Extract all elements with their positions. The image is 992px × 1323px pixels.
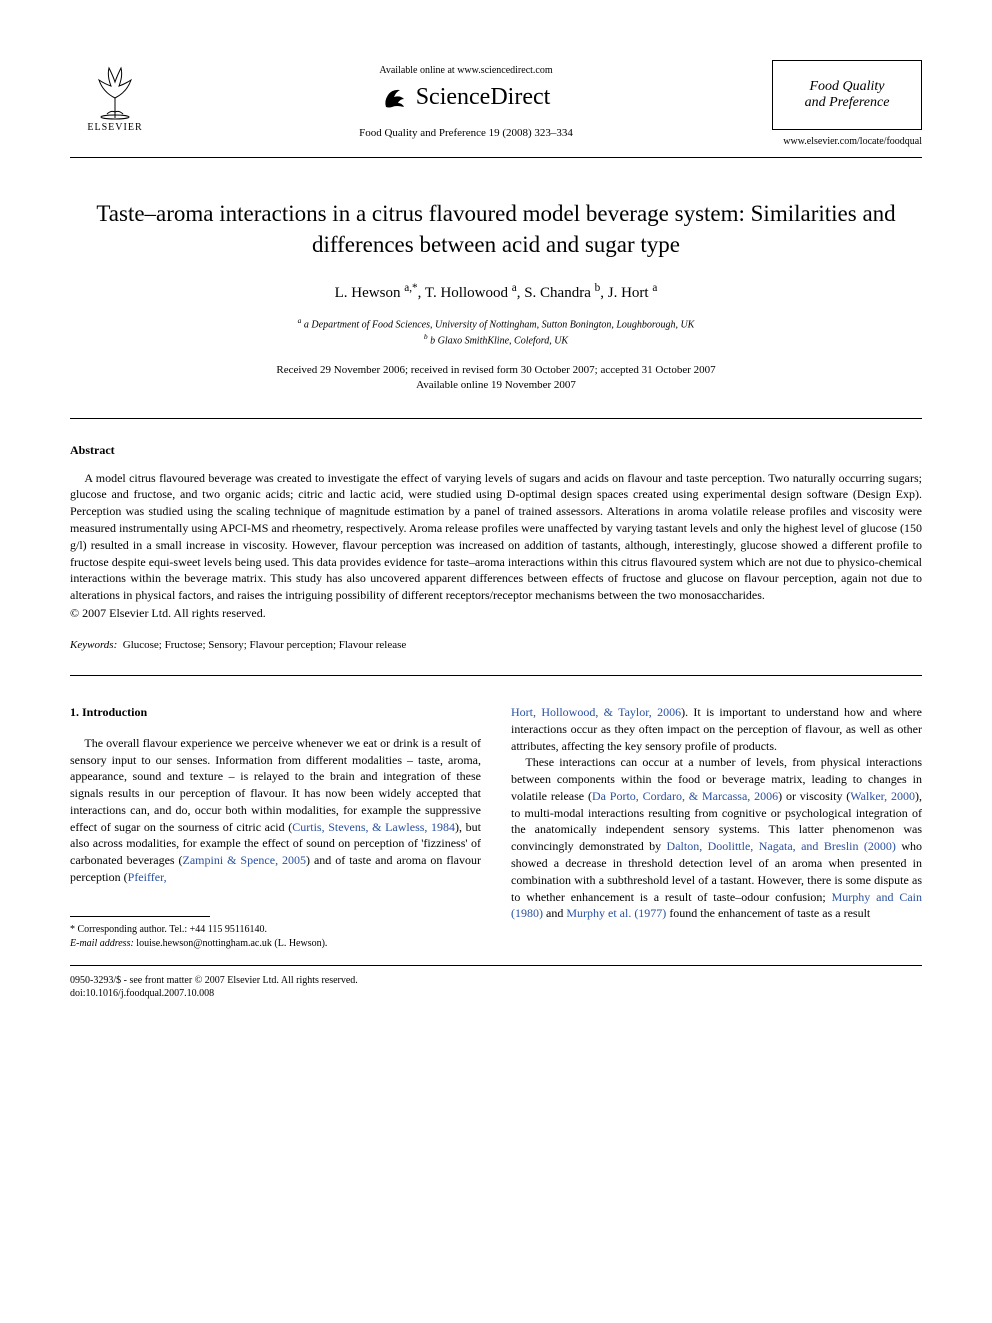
article-dates: Received 29 November 2006; received in r… xyxy=(70,363,922,394)
journal-cover-block: Food Quality and Preference www.elsevier… xyxy=(772,60,922,147)
sciencedirect-label: ScienceDirect xyxy=(416,84,551,111)
abstract-text: A model citrus flavoured beverage was cr… xyxy=(70,470,922,604)
abstract-heading: Abstract xyxy=(70,443,922,458)
author-1: L. Hewson xyxy=(335,285,401,301)
publisher-label: ELSEVIER xyxy=(87,122,142,133)
section-heading-intro: 1. Introduction xyxy=(70,704,481,721)
ref-zampini-2005[interactable]: Zampini & Spence, 2005 xyxy=(183,853,307,867)
bottom-meta: 0950-3293/$ - see front matter © 2007 El… xyxy=(70,974,922,1000)
ref-dalton-2000[interactable]: Dalton, Doolittle, Nagata, and Breslin (… xyxy=(667,839,896,853)
publisher-logo-block: ELSEVIER xyxy=(70,60,160,133)
keywords-list: Glucose; Fructose; Sensory; Flavour perc… xyxy=(123,639,407,651)
bottom-rule xyxy=(70,965,922,966)
ref-pfeiffer-2006a[interactable]: Pfeiffer, xyxy=(128,870,167,884)
footnote-rule xyxy=(70,916,210,917)
ref-curtis-1984[interactable]: Curtis, Stevens, & Lawless, 1984 xyxy=(292,820,455,834)
journal-cover-line2: and Preference xyxy=(805,95,890,111)
header-row: ELSEVIER Available online at www.science… xyxy=(70,60,922,147)
author-4: J. Hort xyxy=(608,285,649,301)
footnote-block: * Corresponding author. Tel.: +44 115 95… xyxy=(70,923,481,951)
footnote-email[interactable]: louise.hewson@nottingham.ac.uk xyxy=(136,938,272,949)
affiliation-b: b b Glaxo SmithKline, Coleford, UK xyxy=(70,332,922,348)
affiliations: a a Department of Food Sciences, Univers… xyxy=(70,316,922,349)
sciencedirect-icon xyxy=(382,85,408,111)
author-3: S. Chandra xyxy=(524,285,591,301)
footnote-email-suffix: (L. Hewson). xyxy=(274,938,327,949)
footnote-email-label: E-mail address: xyxy=(70,938,134,949)
ref-daporto-2006[interactable]: Da Porto, Cordaro, & Marcassa, 2006 xyxy=(592,789,778,803)
header-rule xyxy=(70,157,922,158)
column-left: 1. Introduction The overall flavour expe… xyxy=(70,704,481,951)
affiliation-a: a a Department of Food Sciences, Univers… xyxy=(70,316,922,332)
ref-murphy-1977[interactable]: Murphy et al. (1977) xyxy=(566,906,666,920)
keywords-label: Keywords: xyxy=(70,639,117,651)
dates-available: Available online 19 November 2007 xyxy=(70,378,922,393)
journal-url: www.elsevier.com/locate/foodqual xyxy=(772,136,922,147)
sciencedirect-row: ScienceDirect xyxy=(382,84,551,111)
authors-line: L. Hewson a,*, T. Hollowood a, S. Chandr… xyxy=(70,282,922,302)
available-online-text: Available online at www.sciencedirect.co… xyxy=(379,65,552,76)
ref-pfeiffer-2006b[interactable]: Hort, Hollowood, & Taylor, 2006 xyxy=(511,705,681,719)
intro-paragraph-1-left: The overall flavour experience we percei… xyxy=(70,735,481,886)
paper-title: Taste–aroma interactions in a citrus fla… xyxy=(70,198,922,260)
intro-paragraph-2: These interactions can occur at a number… xyxy=(511,754,922,922)
body-columns: 1. Introduction The overall flavour expe… xyxy=(70,704,922,951)
abstract-rule-bottom xyxy=(70,675,922,676)
column-right: Hort, Hollowood, & Taylor, 2006). It is … xyxy=(511,704,922,951)
journal-citation: Food Quality and Preference 19 (2008) 32… xyxy=(359,127,573,139)
author-2: T. Hollowood xyxy=(425,285,508,301)
ref-walker-2000[interactable]: Walker, 2000 xyxy=(850,789,915,803)
journal-cover-line1: Food Quality xyxy=(809,79,884,95)
elsevier-tree-icon xyxy=(85,60,145,120)
abstract-rule-top xyxy=(70,418,922,419)
intro-paragraph-1-right: Hort, Hollowood, & Taylor, 2006). It is … xyxy=(511,704,922,754)
footnote-email-line: E-mail address: louise.hewson@nottingham… xyxy=(70,937,481,951)
header-center: Available online at www.sciencedirect.co… xyxy=(160,60,772,139)
doi-line: doi:10.1016/j.foodqual.2007.10.008 xyxy=(70,987,922,1000)
keywords-line: Keywords: Glucose; Fructose; Sensory; Fl… xyxy=(70,639,922,651)
front-matter-line: 0950-3293/$ - see front matter © 2007 El… xyxy=(70,974,922,987)
journal-cover: Food Quality and Preference xyxy=(772,60,922,130)
abstract-copyright: © 2007 Elsevier Ltd. All rights reserved… xyxy=(70,606,922,621)
dates-received: Received 29 November 2006; received in r… xyxy=(70,363,922,378)
footnote-corresponding: * Corresponding author. Tel.: +44 115 95… xyxy=(70,923,481,937)
